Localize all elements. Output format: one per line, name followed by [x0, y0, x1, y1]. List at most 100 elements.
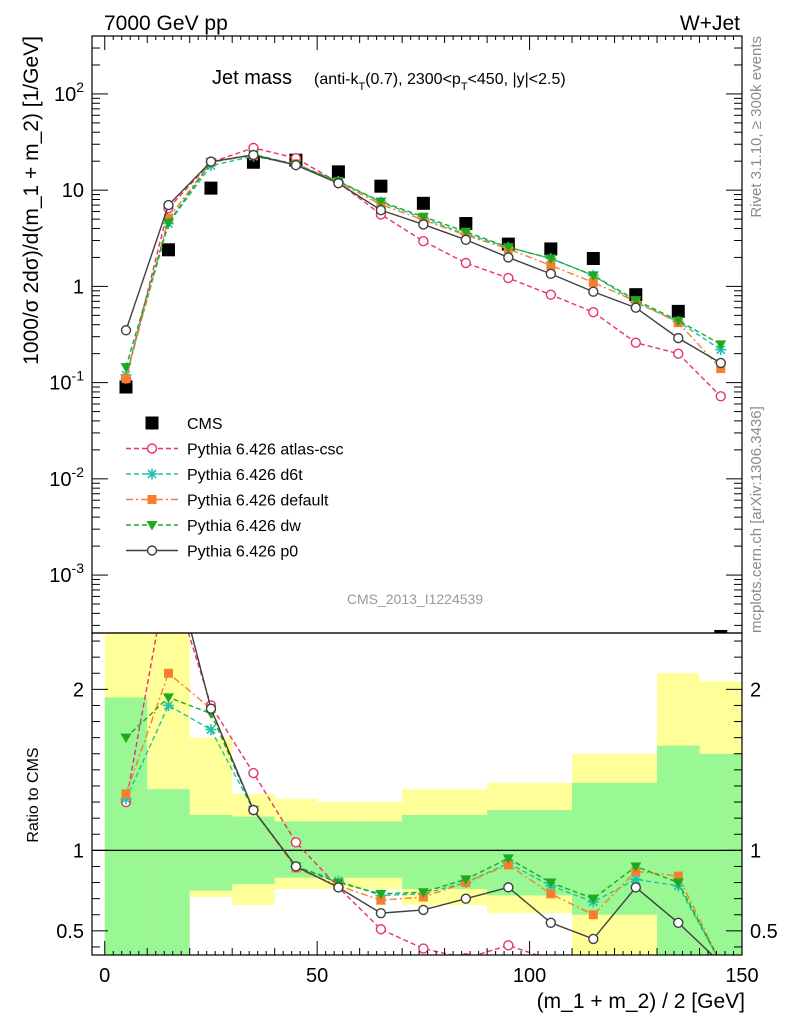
ratio-point-pythia-6-426-p0-7 — [418, 904, 429, 916]
main-point-pythia-6-426-atlas-csc-13 — [673, 348, 684, 359]
y-tick-label-4: 10 — [62, 180, 84, 202]
header-right: W+Jet — [680, 12, 740, 35]
main-point-cms-13 — [671, 304, 685, 318]
legend-marker-pythia-6-426-default — [147, 495, 157, 504]
main-point-cms-1 — [161, 243, 175, 257]
main-point-pythia-6-426-atlas-csc-8 — [460, 257, 472, 269]
main-point-pythia-6-426-p0-9 — [503, 252, 514, 263]
ratio-point-pythia-6-426-atlas-csc-11 — [589, 962, 598, 971]
main-point-pythia-6-426-p0-13 — [673, 332, 684, 344]
legend-marker-pythia-6-426-dw — [146, 521, 158, 531]
ratio-point-pythia-6-426-p0-10 — [545, 917, 557, 928]
ratio-point-pythia-6-426-atlas-csc-7 — [418, 943, 429, 954]
ratio-uncertainty-bands — [92, 633, 742, 955]
main-point-pythia-6-426-p0-14 — [715, 357, 726, 369]
ratio-y-axis-label: Ratio to CMS — [25, 747, 42, 842]
ratio-point-pythia-6-426-p0-5 — [333, 882, 344, 893]
ratio-point-pythia-6-426-dw-13 — [672, 878, 684, 889]
main-point-cms-8 — [459, 217, 473, 231]
legend-label-pythia-6-426-default: Pythia 6.426 default — [187, 493, 329, 510]
ratio-point-pythia-6-426-dw-6 — [375, 889, 387, 900]
main-point-pythia-6-426-p0-3 — [248, 149, 259, 161]
main-point-pythia-6-426-atlas-csc-9 — [503, 272, 514, 284]
main-point-pythia-6-426-p0-10 — [545, 268, 557, 280]
legend-label-pythia-6-426-dw: Pythia 6.426 dw — [187, 518, 301, 535]
main-point-pythia-6-426-atlas-csc-11 — [588, 306, 599, 318]
ratio-point-pythia-6-426-p0-8 — [460, 893, 472, 904]
ratio-point-pythia-6-426-d6t-1 — [162, 699, 174, 711]
main-point-pythia-6-426-p0-8 — [460, 234, 472, 245]
main-point-pythia-6-426-p0-1 — [163, 199, 174, 211]
ratio-point-pythia-6-426-default-14 — [716, 959, 725, 968]
ratio-point-pythia-6-426-atlas-csc-9 — [503, 940, 514, 951]
mcplots-label: mcplots.cern.ch [arXiv:1306.3436] — [748, 406, 765, 633]
y-tick-label-2: 10-1 — [49, 368, 84, 395]
legend-marker-pythia-6-426-p0 — [146, 545, 158, 556]
main-point-pythia-6-426-default-10 — [546, 260, 556, 270]
axes-ticks: 0 50 100 150 10-3 10-2 10-1 1 10 102 0.5 0.5 1 1 2 2 — [49, 35, 778, 987]
main-panel-series — [119, 142, 728, 633]
ratio-point-pythia-6-426-p0-14 — [716, 959, 725, 968]
main-point-cms-11 — [586, 251, 600, 265]
main-point-pythia-6-426-dw-1 — [162, 218, 174, 229]
y-axis-label: 1000/σ 2dσ)/d(m_1 + m_2) [1/GeV] — [20, 36, 43, 365]
main-point-pythia-6-426-dw-14 — [715, 340, 727, 350]
ratio-point-pythia-6-426-atlas-csc-6 — [375, 924, 387, 935]
main-point-pythia-6-426-p0-11 — [588, 286, 599, 297]
ratio-point-pythia-6-426-atlas-csc-10 — [548, 954, 553, 955]
y-tick-label-0: 10-3 — [49, 560, 84, 587]
main-point-cms-5 — [331, 165, 345, 179]
ratio-point-pythia-6-426-p0-3 — [248, 804, 259, 816]
main-point-pythia-6-426-dw-10 — [545, 254, 557, 264]
green-band-12 — [614, 782, 658, 915]
ratio-point-pythia-6-426-atlas-csc-1 — [164, 564, 173, 573]
main-point-pythia-6-426-p0-6 — [375, 204, 387, 216]
ratio-point-pythia-6-426-atlas-csc-4 — [290, 837, 302, 848]
x-tick-label-0: 0 — [99, 965, 110, 987]
green-band-7 — [402, 814, 445, 889]
green-band-11 — [572, 782, 615, 915]
x-tick-label-150: 150 — [725, 965, 758, 987]
ratio-point-pythia-6-426-atlas-csc-14 — [716, 959, 725, 968]
main-point-pythia-6-426-dw-8 — [460, 227, 472, 238]
x-tick-label-100: 100 — [513, 965, 546, 987]
green-band-9 — [487, 810, 530, 896]
ratio-y-tick-right-0: 0.5 — [750, 921, 778, 943]
main-point-pythia-6-426-atlas-csc-7 — [418, 235, 429, 247]
ratio-point-pythia-6-426-dw-9 — [502, 854, 514, 864]
ratio-y-tick-left-1: 1 — [73, 840, 84, 862]
ratio-point-pythia-6-426-p0-4 — [290, 861, 302, 872]
ratio-y-tick-left-0: 0.5 — [56, 921, 84, 943]
ratio-y-tick-right-2: 2 — [750, 679, 761, 701]
main-point-pythia-6-426-p0-5 — [333, 178, 344, 189]
legend-marker-pythia-6-426-atlas-csc — [146, 443, 158, 454]
ratio-point-pythia-6-426-default-0 — [121, 789, 131, 799]
rivet-version-label: Rivet 3.1.10, ≥ 300k events — [748, 36, 765, 218]
main-point-cms-14 — [714, 629, 728, 633]
main-point-pythia-6-426-dw-6 — [375, 197, 387, 208]
legend-label-pythia-6-426-p0: Pythia 6.426 p0 — [187, 544, 298, 561]
ratio-point-pythia-6-426-p0-9 — [503, 882, 514, 893]
y-tick-label-3: 1 — [73, 276, 84, 298]
main-point-pythia-6-426-dw-0 — [120, 363, 132, 373]
ratio-y-tick-right-1: 1 — [750, 840, 761, 862]
main-point-cms-2 — [204, 181, 218, 195]
green-band-1 — [147, 789, 190, 955]
ratio-point-pythia-6-426-p0-2 — [205, 703, 217, 714]
header-left: 7000 GeV pp — [104, 12, 228, 35]
ratio-point-pythia-6-426-default-6 — [376, 895, 386, 905]
ratio-point-pythia-6-426-p0-1 — [164, 540, 173, 549]
main-point-pythia-6-426-p0-0 — [120, 325, 132, 336]
ratio-point-pythia-6-426-dw-10 — [545, 878, 557, 889]
main-point-pythia-6-426-default-11 — [588, 277, 598, 287]
main-point-pythia-6-426-p0-7 — [418, 219, 429, 230]
ratio-point-pythia-6-426-default-13 — [673, 871, 683, 881]
ratio-panel-frame — [91, 632, 743, 956]
green-band-2 — [189, 814, 233, 891]
ratio-panel-series — [120, 540, 725, 971]
ratio-point-pythia-6-426-default-11 — [588, 910, 598, 920]
main-point-pythia-6-426-p0-2 — [205, 156, 217, 167]
ratio-point-pythia-6-426-dw-11 — [587, 894, 599, 905]
green-band-5 — [317, 821, 360, 878]
